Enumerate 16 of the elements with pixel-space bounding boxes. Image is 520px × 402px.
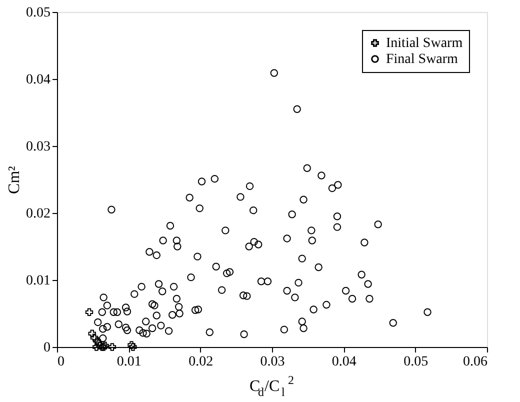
x-tick-label: 0.04 bbox=[332, 354, 356, 370]
x-tick-label: 0.02 bbox=[188, 354, 214, 370]
y-tick-label: 0.01 bbox=[26, 274, 50, 288]
x-tick-label: 0.03 bbox=[260, 354, 285, 370]
legend-label: Final Swarm bbox=[386, 52, 458, 67]
y-tick-label: 0 bbox=[44, 340, 50, 356]
x-tick-label: 0 bbox=[58, 354, 64, 370]
y-tick-label: 0.03 bbox=[26, 140, 50, 154]
x-tick-label: 0.05 bbox=[404, 354, 428, 370]
legend-label: Initial Swarm bbox=[386, 36, 463, 51]
y-tick-label: 0.04 bbox=[26, 72, 50, 88]
y-tick-label: 0.05 bbox=[26, 6, 50, 20]
x-tick-label: 0.06 bbox=[463, 354, 488, 370]
y-tick-label: 0.02 bbox=[26, 206, 50, 222]
y-axis-title: Cm² bbox=[6, 166, 23, 194]
x-tick-label: 0.01 bbox=[116, 354, 142, 370]
